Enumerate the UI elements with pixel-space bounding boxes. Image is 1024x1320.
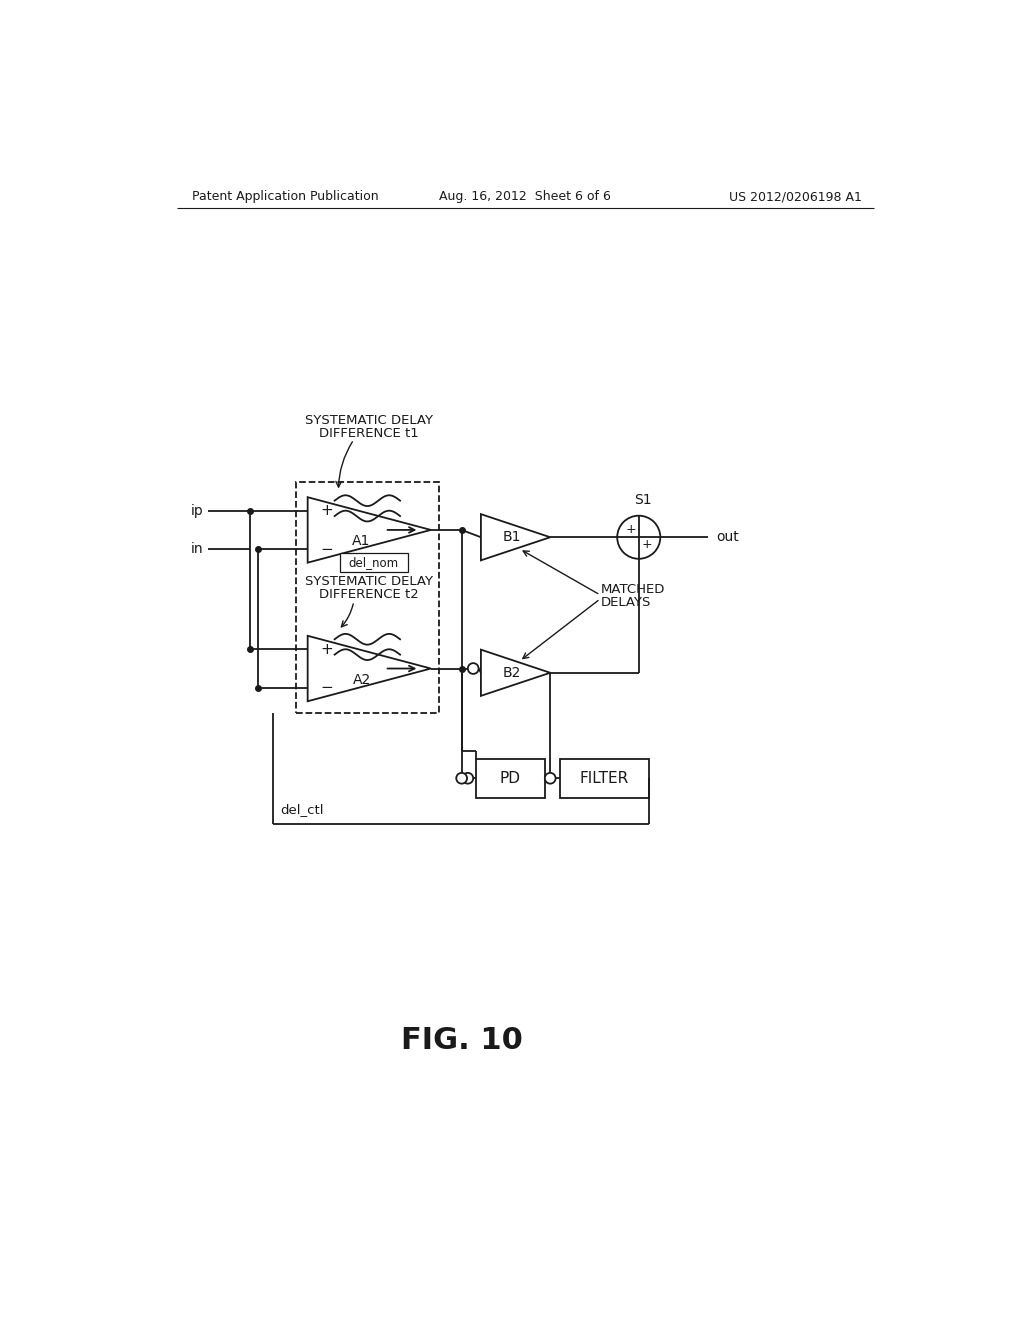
Text: A2: A2 <box>352 673 371 688</box>
Text: +: + <box>641 539 651 552</box>
Circle shape <box>457 774 467 784</box>
Text: B1: B1 <box>503 531 521 544</box>
Text: FILTER: FILTER <box>580 771 629 785</box>
Text: S1: S1 <box>634 494 651 507</box>
Text: DIFFERENCE t2: DIFFERENCE t2 <box>319 589 419 602</box>
Text: +: + <box>321 642 333 657</box>
Bar <box>475 759 545 797</box>
Text: out: out <box>716 531 738 544</box>
Text: Aug. 16, 2012  Sheet 6 of 6: Aug. 16, 2012 Sheet 6 of 6 <box>439 190 610 203</box>
Circle shape <box>617 516 660 558</box>
Text: PD: PD <box>500 771 520 785</box>
Text: FIG. 10: FIG. 10 <box>400 1026 522 1055</box>
Text: del_nom: del_nom <box>349 556 399 569</box>
Text: A1: A1 <box>352 535 371 549</box>
Text: SYSTEMATIC DELAY: SYSTEMATIC DELAY <box>305 413 433 426</box>
Text: −: − <box>321 541 333 557</box>
Text: DIFFERENCE t1: DIFFERENCE t1 <box>319 426 419 440</box>
Text: del_ctl: del_ctl <box>281 803 325 816</box>
Text: in: in <box>191 543 204 556</box>
Circle shape <box>463 774 473 784</box>
Text: +: + <box>626 523 636 536</box>
Bar <box>560 759 649 797</box>
Text: +: + <box>321 503 333 519</box>
Text: SYSTEMATIC DELAY: SYSTEMATIC DELAY <box>305 576 433 589</box>
Text: MATCHED: MATCHED <box>600 583 665 597</box>
Bar <box>340 553 408 572</box>
Text: B2: B2 <box>503 665 521 680</box>
Text: DELAYS: DELAYS <box>600 597 650 610</box>
Circle shape <box>468 663 478 675</box>
Text: Patent Application Publication: Patent Application Publication <box>193 190 379 203</box>
Bar <box>296 482 438 713</box>
Text: ip: ip <box>190 504 204 517</box>
Circle shape <box>545 774 556 784</box>
Text: US 2012/0206198 A1: US 2012/0206198 A1 <box>729 190 862 203</box>
Text: −: − <box>321 680 333 696</box>
